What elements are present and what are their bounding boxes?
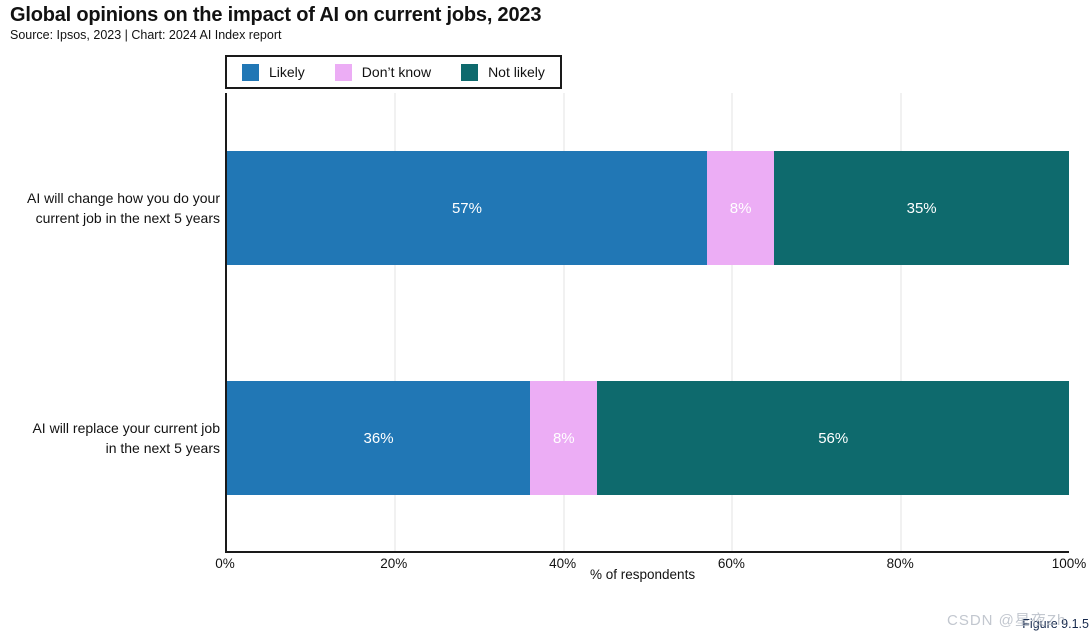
x-tick-label: 20% [380,556,408,571]
legend-swatch-icon [242,63,259,81]
bar-segment: 56% [597,381,1069,495]
legend-swatch-icon [461,63,479,81]
watermark: CSDN @星夜Zh [947,612,1067,629]
bar-segment: 8% [706,151,775,265]
x-tick-label: 100% [1051,556,1087,571]
figure-number: Figure 9.1.5 [1022,617,1089,631]
stacked-bar: 57% 8% 35% [227,151,1069,265]
x-tick-label: 0% [215,556,235,571]
bar-value-label: 56% [818,429,849,447]
x-tick-label: 40% [549,556,577,571]
legend-item: Don’t know [334,63,432,81]
legend-item: Not likely [461,63,545,81]
category-label: AI will replace your current job in the … [32,420,220,456]
bar-value-label: 57% [451,199,482,217]
gridline [562,93,565,551]
chart-source: Source: Ipsos, 2023 | Chart: 2024 AI Ind… [10,28,282,42]
bar-value-label: 36% [363,429,394,447]
category-axis: AI will change how you do your current j… [0,93,220,553]
stacked-bar: 36% 8% 56% [227,381,1069,495]
x-axis-label: % of respondents [590,567,696,582]
bar-segment: 57% [227,151,707,265]
legend-label: Don’t know [361,64,432,80]
bar-value-label: 8% [552,429,575,447]
gridline [899,93,902,551]
legend-label: Not likely [488,64,545,80]
bar-value-label: 8% [729,199,752,217]
plot-area: 57% 8% 35% 36% 8% 56% [225,93,1069,553]
category-label: AI will change how you do your current j… [27,190,220,226]
legend-swatch-icon [334,63,352,81]
chart-title: Global opinions on the impact of AI on c… [10,4,542,26]
bar-segment: 36% [227,381,531,495]
x-tick-label: 60% [717,556,745,571]
legend: Likely Don’t know Not likely [225,55,562,89]
x-axis-ticks: 0% 20% 40% 60% 80% 100% [215,556,1086,572]
gridline [394,93,397,551]
bar-segment: 35% [774,151,1069,265]
legend-item: Likely [242,63,305,81]
legend-label: Likely [269,64,305,80]
gridline [731,93,734,551]
x-tick-label: 80% [886,556,914,571]
bar-segment: 8% [530,381,598,495]
bar-value-label: 35% [906,199,937,217]
